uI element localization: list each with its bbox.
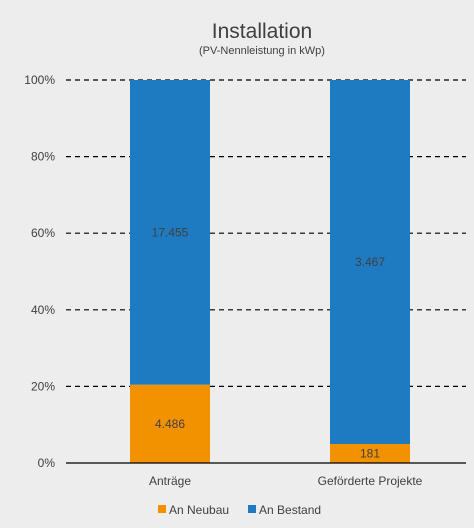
data-label: 181 — [360, 446, 380, 460]
legend: An Neubau An Bestand — [158, 503, 321, 517]
chart-title: Installation — [212, 20, 312, 43]
bar-segment — [330, 443, 410, 463]
bar-segment — [130, 384, 210, 463]
chart-subtitle: (PV-Nennleistung in kWp) — [199, 45, 325, 57]
data-label: 4.486 — [155, 417, 185, 431]
x-category-label: Anträge — [149, 474, 191, 488]
legend-label: An Neubau — [169, 503, 229, 517]
y-tick-label: 100% — [24, 73, 55, 87]
data-label: 17.455 — [152, 225, 189, 239]
x-category-label: Geförderte Projekte — [318, 474, 423, 488]
x-axis-categories: Anträge Geförderte Projekte — [149, 474, 423, 488]
bars: 4.486 17.455 181 3.467 — [130, 80, 410, 463]
legend-swatch — [248, 505, 256, 513]
legend-label: An Bestand — [259, 503, 321, 517]
data-label: 3.467 — [355, 255, 385, 269]
y-tick-label: 60% — [31, 226, 55, 240]
y-axis-ticks: 0% 20% 40% 60% 80% 100% — [24, 73, 55, 470]
y-tick-label: 80% — [31, 150, 55, 164]
y-tick-label: 0% — [38, 456, 56, 470]
y-tick-label: 20% — [31, 379, 55, 393]
legend-swatch — [158, 505, 166, 513]
bar-segment — [130, 80, 210, 385]
bar-segment — [330, 80, 410, 444]
y-tick-label: 40% — [31, 303, 55, 317]
